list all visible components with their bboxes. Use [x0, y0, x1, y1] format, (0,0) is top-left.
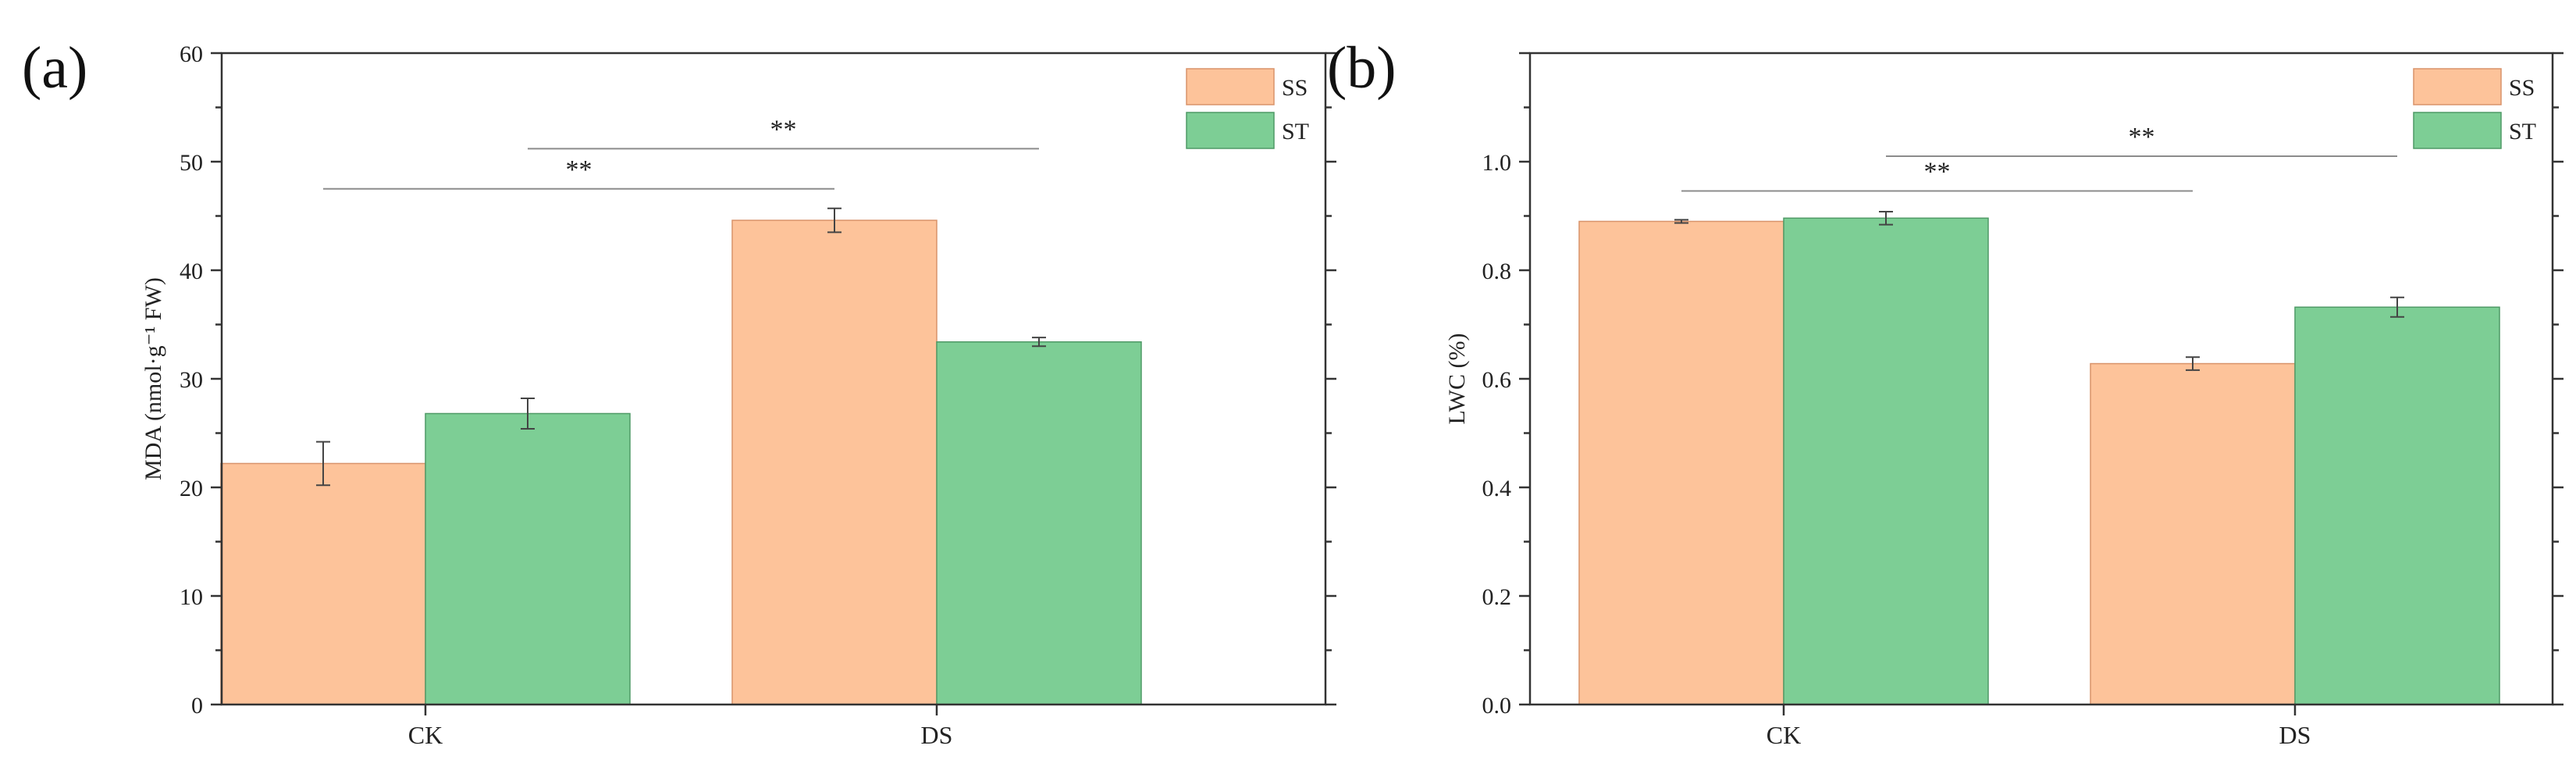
- legend-swatch-ss: [1186, 68, 1275, 105]
- y-axis-label: MDA (nmol·g⁻¹ FW): [141, 277, 166, 480]
- significance-label-0: **: [1924, 158, 1951, 187]
- y-tick-label: 50: [180, 150, 203, 176]
- significance-label-0: **: [566, 155, 592, 184]
- bar-ss-ck: [1578, 220, 1784, 705]
- y-tick-label: 40: [180, 259, 203, 284]
- legend-label-st: ST: [1282, 119, 1309, 144]
- error-bar-st-ds: [2390, 296, 2404, 318]
- legend-swatch-st: [1186, 112, 1275, 149]
- significance-label-1: **: [2129, 123, 2155, 152]
- chart-panel-0: (a) ** ** 0 10 20 30 40 50 60 CK DS MDA (nmol·g⁻¹ FW…: [22, 35, 1336, 749]
- error-bar-ss-ds: [827, 207, 841, 234]
- y-tick-label: 10: [180, 584, 203, 610]
- panel-label: (b): [1327, 35, 1397, 101]
- panel-label: (a): [22, 35, 87, 101]
- error-bar-st-ck: [521, 398, 535, 430]
- bar-ss-ds: [731, 219, 938, 705]
- y-tick-label: 60: [180, 41, 203, 67]
- legend: SS ST: [2413, 68, 2536, 149]
- bar-ss-ds: [2090, 362, 2296, 705]
- significance-label-1: **: [770, 115, 797, 144]
- x-tick-label-ck: CK: [408, 721, 443, 749]
- bar-ss-ck: [220, 462, 426, 705]
- y-tick-label: 0.6: [1482, 367, 1512, 393]
- bar-st-ds: [936, 341, 1142, 705]
- legend: SS ST: [1186, 68, 1309, 149]
- y-tick-label: 20: [180, 476, 203, 501]
- y-tick-label: 30: [180, 367, 203, 393]
- error-bar-ss-ck: [316, 441, 330, 487]
- y-tick-label: 0.2: [1482, 584, 1512, 610]
- error-bar-st-ck: [1879, 210, 1893, 226]
- y-tick-label: 0.8: [1482, 259, 1512, 284]
- x-tick-label-ds: DS: [2279, 721, 2311, 749]
- x-tick-label-ck: CK: [1767, 721, 1801, 749]
- legend-label-ss: SS: [2509, 75, 2535, 101]
- error-bar-st-ds: [1032, 337, 1046, 348]
- y-tick-label: 0.0: [1482, 693, 1512, 719]
- y-axis-label: LWC (%): [1444, 334, 1470, 425]
- legend-swatch-st: [2413, 112, 2502, 149]
- error-bar-ss-ck: [1674, 219, 1688, 224]
- x-tick-label-ds: DS: [921, 721, 953, 749]
- bar-st-ds: [2294, 306, 2500, 705]
- bar-st-ck: [425, 412, 631, 705]
- error-bar-ss-ds: [2186, 356, 2200, 371]
- legend-label-ss: SS: [1282, 75, 1308, 101]
- legend-swatch-ss: [2413, 68, 2502, 105]
- y-tick-label: 0.4: [1482, 476, 1512, 501]
- y-tick-label: 0: [191, 693, 203, 719]
- legend-label-st: ST: [2509, 119, 2536, 144]
- y-tick-label: 1.0: [1482, 150, 1512, 176]
- bar-st-ck: [1783, 217, 1989, 705]
- chart-panel-1: (b) ** ** 0.0 0.2 0.4 0.6 0.8 1.0 CK DS LWC (%) SS ST: [1327, 35, 2564, 749]
